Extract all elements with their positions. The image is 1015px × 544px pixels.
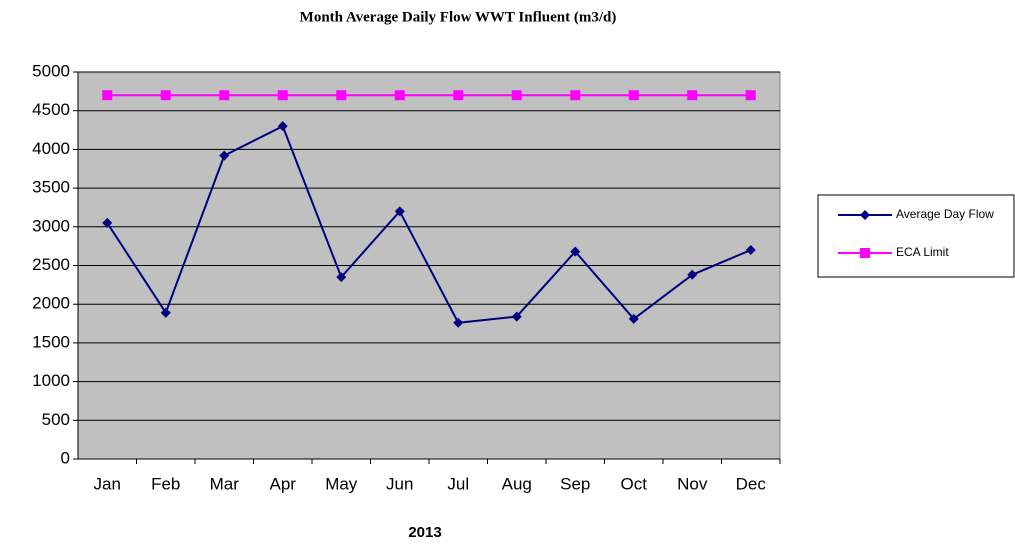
y-tick-label: 1000 — [32, 371, 70, 390]
x-tick-label: Aug — [502, 474, 532, 493]
y-tick-label: 2500 — [32, 255, 70, 274]
y-tick-label: 3500 — [32, 178, 70, 197]
data-point — [219, 90, 230, 101]
data-point — [511, 90, 522, 101]
chart-title: Month Average Daily Flow WWT Influent (m… — [300, 9, 617, 25]
legend: Average Day Flow ECA Limit — [817, 194, 1015, 278]
data-point — [628, 313, 639, 324]
x-tick-label: Dec — [736, 474, 767, 493]
x-tick-label: Feb — [151, 474, 180, 493]
data-point — [336, 272, 347, 283]
data-point — [628, 90, 639, 101]
data-point — [745, 90, 756, 101]
legend-label: ECA Limit — [896, 245, 949, 259]
legend-box — [817, 194, 1015, 278]
y-tick-label: 4000 — [32, 139, 70, 158]
x-tick-label: Apr — [270, 474, 297, 493]
x-tick-label: Jan — [94, 474, 121, 493]
y-tick-label: 0 — [61, 448, 70, 467]
data-point — [394, 90, 405, 101]
data-point — [453, 90, 464, 101]
data-point — [160, 90, 171, 101]
data-point — [394, 206, 405, 217]
y-tick-label: 2000 — [32, 294, 70, 313]
data-point — [277, 121, 288, 132]
series-line — [106, 124, 752, 324]
x-axis-label: 2013 — [408, 524, 441, 541]
data-point — [687, 269, 698, 280]
data-point — [336, 90, 347, 101]
legend-marker — [860, 248, 870, 258]
data-point — [277, 90, 288, 101]
legend-label: Average Day Flow — [896, 207, 994, 221]
data-point — [687, 90, 698, 101]
y-tick-label: 3000 — [32, 216, 70, 235]
x-tick-label: Mar — [210, 474, 240, 493]
data-point — [102, 90, 113, 101]
x-tick-label: Oct — [621, 474, 648, 493]
y-tick-label: 5000 — [32, 61, 70, 80]
data-point — [160, 307, 171, 318]
y-tick-label: 1500 — [32, 332, 70, 351]
x-tick-label: Sep — [560, 474, 590, 493]
data-point — [102, 217, 113, 228]
data-point — [511, 311, 522, 322]
x-tick-label: May — [325, 474, 358, 493]
legend-marker — [860, 210, 870, 220]
y-tick-label: 4500 — [32, 100, 70, 119]
data-point — [219, 150, 230, 161]
x-tick-label: Nov — [677, 474, 708, 493]
data-point — [453, 317, 464, 328]
data-point — [570, 246, 581, 257]
x-tick-label: Jul — [447, 474, 469, 493]
data-point — [745, 245, 756, 256]
y-tick-label: 500 — [42, 410, 70, 429]
x-tick-label: Jun — [386, 474, 413, 493]
data-point — [570, 90, 581, 101]
